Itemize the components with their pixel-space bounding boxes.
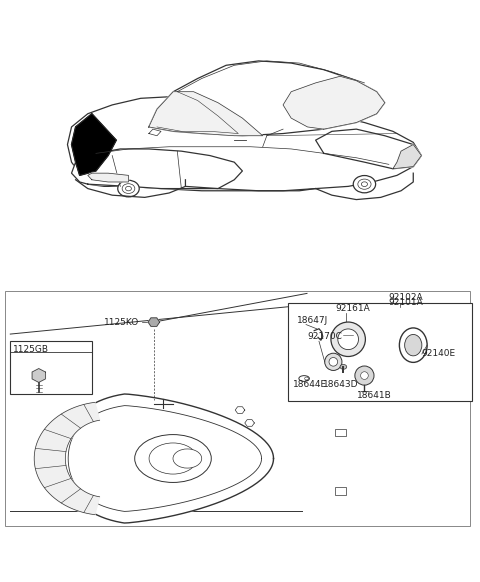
Text: 92161A: 92161A — [336, 304, 371, 313]
Circle shape — [324, 353, 342, 371]
Ellipse shape — [353, 176, 376, 193]
Text: 92102A: 92102A — [388, 293, 423, 301]
Text: 92140E: 92140E — [422, 349, 456, 359]
Polygon shape — [88, 173, 129, 182]
Polygon shape — [393, 144, 421, 169]
Text: 1125GB: 1125GB — [12, 345, 48, 354]
Polygon shape — [148, 318, 159, 327]
Ellipse shape — [118, 180, 139, 197]
Polygon shape — [235, 407, 245, 413]
Bar — [335, 487, 346, 495]
Circle shape — [355, 366, 374, 385]
Text: 92101A: 92101A — [388, 298, 423, 307]
Polygon shape — [316, 129, 421, 169]
Circle shape — [338, 329, 359, 350]
Bar — [5, 291, 470, 526]
Polygon shape — [245, 420, 254, 426]
Ellipse shape — [173, 449, 202, 468]
Polygon shape — [32, 368, 46, 382]
Bar — [335, 429, 346, 436]
Circle shape — [331, 322, 365, 357]
Ellipse shape — [299, 375, 310, 381]
Polygon shape — [149, 92, 263, 136]
Text: 18647J: 18647J — [298, 315, 329, 325]
Ellipse shape — [405, 335, 422, 356]
Polygon shape — [72, 113, 116, 175]
Text: 18644E: 18644E — [293, 381, 327, 389]
Ellipse shape — [340, 364, 347, 369]
Circle shape — [329, 357, 337, 366]
Polygon shape — [34, 402, 100, 514]
Circle shape — [360, 372, 368, 379]
Text: 18643D: 18643D — [323, 381, 358, 389]
Polygon shape — [283, 76, 385, 129]
Bar — [288, 303, 472, 401]
Text: 1125KO: 1125KO — [104, 318, 140, 327]
Ellipse shape — [399, 328, 427, 363]
Text: 18641B: 18641B — [357, 391, 392, 400]
Polygon shape — [68, 96, 421, 191]
Polygon shape — [149, 61, 385, 136]
Polygon shape — [149, 129, 161, 136]
Polygon shape — [61, 394, 274, 523]
Text: 92170C: 92170C — [307, 332, 342, 341]
Polygon shape — [72, 149, 242, 189]
Bar — [10, 341, 92, 394]
